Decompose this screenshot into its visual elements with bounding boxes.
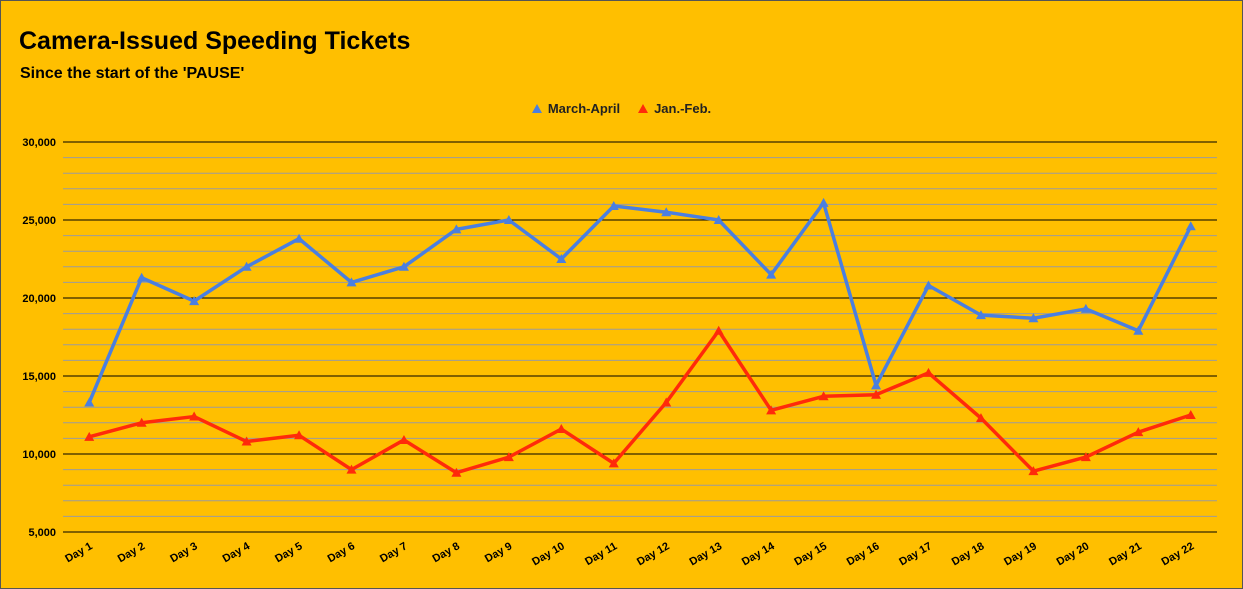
data-point-marker: [189, 296, 200, 306]
data-point-marker: [1080, 303, 1091, 313]
triangle-marker-icon: [638, 104, 649, 113]
y-tick-label: 5,000: [28, 527, 56, 539]
x-tick-label: Day 2: [116, 540, 147, 565]
data-point-marker: [766, 405, 777, 415]
x-tick-label: Day 21: [1107, 540, 1144, 568]
y-tick-label: 15,000: [22, 371, 56, 383]
x-tick-label: Day 10: [530, 540, 567, 568]
data-point-marker: [871, 380, 882, 390]
x-tick-label: Day 19: [1002, 540, 1039, 568]
data-point-marker: [661, 397, 672, 407]
data-point-marker: [818, 197, 829, 207]
chart-title: Camera-Issued Speeding Tickets: [19, 27, 411, 55]
x-tick-label: Day 9: [483, 540, 514, 565]
triangle-marker-icon: [531, 104, 542, 113]
chart-legend: March-April Jan.-Feb.: [1, 101, 1242, 116]
legend-label: Jan.-Feb.: [654, 101, 712, 116]
data-point-marker: [189, 411, 200, 421]
x-tick-label: Day 7: [378, 540, 409, 565]
x-tick-label: Day 5: [273, 540, 304, 565]
series-line-1: [88, 329, 1192, 475]
x-tick-label: Day 13: [687, 540, 724, 568]
data-point-marker: [766, 269, 777, 279]
data-point-marker: [871, 389, 882, 399]
data-point-marker: [975, 310, 986, 320]
data-point-marker: [294, 233, 305, 243]
data-point-marker: [503, 452, 514, 462]
data-point-marker: [398, 434, 409, 444]
x-tick-label: Day 22: [1160, 540, 1197, 568]
series-line-0: [87, 201, 1193, 404]
data-point-marker: [661, 207, 672, 217]
chart-subtitle: Since the start of the 'PAUSE': [20, 65, 245, 82]
data-point-marker: [1028, 466, 1039, 476]
data-point-marker: [451, 224, 462, 234]
data-point-marker: [136, 272, 147, 282]
data-point-marker: [923, 367, 934, 377]
x-tick-label: Day 1: [63, 540, 94, 565]
data-point-marker: [1185, 221, 1196, 231]
data-point-marker: [241, 436, 252, 446]
data-point-marker: [556, 254, 567, 263]
y-tick-label: 30,000: [22, 137, 56, 149]
x-tick-label: Day 8: [430, 540, 461, 565]
x-tick-label: Day 14: [740, 540, 777, 569]
data-point-marker: [556, 424, 567, 434]
y-tick-label: 20,000: [22, 293, 56, 305]
data-point-marker: [975, 413, 986, 423]
data-point-marker: [398, 261, 409, 271]
data-point-marker: [346, 464, 357, 474]
data-point-marker: [923, 280, 934, 290]
x-tick-label: Day 17: [897, 540, 934, 568]
data-point-marker: [818, 391, 829, 401]
x-tick-label: Day 20: [1055, 540, 1092, 568]
x-tick-label: Day 6: [326, 540, 357, 565]
x-tick-label: Day 4: [221, 540, 253, 566]
y-tick-label: 10,000: [22, 449, 56, 461]
legend-label: March-April: [547, 101, 621, 116]
data-point-marker: [713, 215, 724, 224]
x-tick-label: Day 16: [845, 540, 882, 568]
legend-item-march-april[interactable]: March-April: [531, 101, 621, 116]
data-point-marker: [1133, 427, 1144, 437]
data-point-marker: [136, 417, 147, 427]
data-point-marker: [451, 467, 462, 477]
data-point-marker: [346, 277, 357, 287]
data-point-marker: [1080, 452, 1091, 462]
data-point-marker: [84, 397, 95, 407]
legend-item-jan-feb[interactable]: Jan.-Feb.: [638, 101, 711, 116]
x-tick-label: Day 12: [635, 540, 672, 568]
data-point-marker: [1028, 313, 1039, 323]
x-tick-label: Day 15: [792, 540, 829, 568]
data-point-marker: [1133, 325, 1144, 335]
data-point-marker: [294, 430, 305, 440]
data-point-marker: [1185, 410, 1196, 419]
x-tick-label: Day 3: [168, 540, 199, 565]
data-point-marker: [713, 325, 724, 335]
data-point-marker: [503, 215, 514, 224]
data-point-marker: [84, 431, 95, 441]
x-tick-label: Day 18: [950, 540, 987, 568]
data-point-marker: [241, 261, 252, 271]
x-tick-label: Day 11: [583, 540, 619, 568]
y-tick-label: 25,000: [22, 215, 56, 227]
data-point-marker: [608, 458, 619, 468]
data-point-marker: [608, 200, 619, 210]
